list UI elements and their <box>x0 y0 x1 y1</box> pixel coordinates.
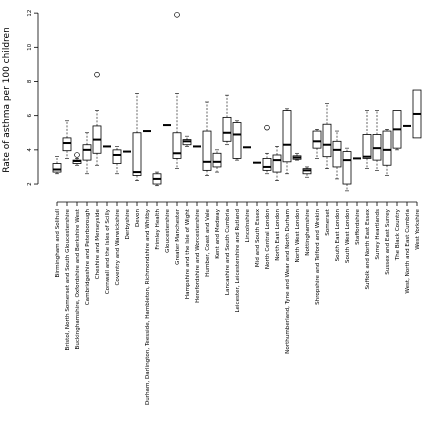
box-group <box>202 101 212 176</box>
box-group <box>372 110 382 171</box>
box-iqr <box>232 122 242 159</box>
box-group <box>282 108 292 175</box>
x-tick-label: Durham, Darlington, Teesside, Hambleton,… <box>145 208 151 405</box>
outlier-point <box>264 124 270 131</box>
x-tick-label: North Central London <box>265 209 271 270</box>
x-tick-label: Kent and Medway <box>215 208 221 258</box>
box-group <box>212 149 222 173</box>
x-tick-label: Lincolnshire <box>245 208 251 242</box>
box-group <box>232 120 242 161</box>
box-group <box>392 110 402 151</box>
box-iqr <box>62 137 72 152</box>
box-group <box>362 110 372 169</box>
x-tick-label: Cambridgeshire and Peterborough <box>85 209 91 306</box>
box-iqr <box>382 130 392 166</box>
x-tick-label: Surrey Heartlands <box>375 209 381 260</box>
boxes-layer <box>52 12 422 192</box>
x-tick-label: North West London <box>295 209 301 263</box>
y-tick-label: 8 <box>27 79 33 83</box>
box-iqr <box>312 130 322 149</box>
box-iqr <box>202 130 212 171</box>
x-tick-label: South East London <box>335 209 341 262</box>
x-tick-label: Suffolk and North East Essex <box>365 208 371 289</box>
box-group <box>322 103 332 169</box>
outlier-point <box>74 152 80 158</box>
x-tick-label: Somerset <box>325 208 331 236</box>
x-tick-label: Gloucestershire <box>165 208 171 252</box>
box-group <box>112 146 122 175</box>
x-tick-label: Cheshire and Merseyside <box>95 208 101 279</box>
box-iqr <box>212 152 222 168</box>
outlier-point <box>94 71 100 78</box>
x-tick-label: Derbyshire <box>125 208 131 239</box>
x-tick-label: Hampshire and the Isle of Wight <box>185 208 191 299</box>
x-tick-label: Buckinghamshire, Oxfordshire and Berkshi… <box>75 208 81 349</box>
box-group <box>272 146 282 181</box>
x-tick-label: Cornwall and the Isles of Scilly <box>105 208 111 294</box>
box-iqr <box>342 151 352 185</box>
box-iqr <box>172 132 182 159</box>
box-group <box>172 12 182 169</box>
box-iqr <box>282 110 292 163</box>
y-tick-label: 2 <box>27 182 33 186</box>
x-tick-label: South West London <box>345 209 351 264</box>
category-labels: Birmingham and Solihull Bristol, North So… <box>55 208 421 405</box>
box-group <box>382 129 392 176</box>
box-iqr <box>52 163 62 173</box>
y-tick-label: 10 <box>27 43 33 51</box>
x-tick-label: Devon <box>135 209 141 227</box>
x-tick-label: West Yorkshire <box>415 208 421 249</box>
y-tick-label: 4 <box>27 148 33 152</box>
box-group <box>82 132 92 175</box>
box-group <box>222 94 232 146</box>
box-group <box>72 152 82 166</box>
box-group <box>132 93 142 181</box>
box-group <box>62 120 72 159</box>
x-tick-label: Mid and South Essex <box>255 208 261 267</box>
x-tick-label: The Black Country <box>395 208 401 261</box>
box-group <box>332 130 342 180</box>
x-tick-label: Greater Manchester <box>175 208 181 265</box>
x-tick-label: Sussex and East Surrey <box>385 208 391 274</box>
box-iqr <box>262 157 272 171</box>
x-tick-label: Shropshire and Telford and Wrekin <box>315 209 321 305</box>
x-tick-label: Humber, Coast and Vale <box>205 208 211 276</box>
x-tick-label: Staffordshire <box>355 208 361 244</box>
outlier-point <box>174 12 180 18</box>
box-iqr <box>272 154 282 173</box>
x-tick-label: Coventry and Warwickshire <box>115 208 121 285</box>
x-tick-label: Birmingham and Solihull <box>55 209 61 278</box>
box-iqr <box>222 116 232 142</box>
x-tick-label: Herefordshire and Worcestershire <box>195 208 201 302</box>
box-group <box>152 171 162 187</box>
box-iqr <box>82 144 92 161</box>
x-tick-label: Frimley Health <box>155 209 161 250</box>
box-iqr <box>322 123 332 158</box>
box-group <box>342 147 352 192</box>
box-iqr <box>362 134 372 159</box>
box-group <box>92 71 102 166</box>
box-iqr <box>112 149 122 164</box>
box-group <box>52 156 62 175</box>
x-tick-label: Northumberland, Tyne and Wear and North … <box>285 209 291 354</box>
box-group <box>262 124 272 175</box>
box-iqr <box>132 132 142 176</box>
x-tick-label: Lancashire and South Cumbria <box>225 209 231 295</box>
y-tick-label: 12 <box>27 10 33 17</box>
x-tick-label: West, North and East Cumbria <box>405 209 411 294</box>
y-axis-title: Rate of asthma per 100 children <box>2 27 12 173</box>
box-group <box>182 135 192 147</box>
x-tick-label: Nottinghamshire <box>305 208 311 255</box>
x-tick-label: North East London <box>275 209 281 261</box>
axis-layer: 2 4 6 8 10 12 <box>27 10 418 206</box>
y-tick-label: 6 <box>27 113 33 117</box>
x-tick-label: Bristol, North Somerset and South Glouce… <box>65 208 71 350</box>
box-group <box>412 89 422 139</box>
box-group <box>312 129 322 159</box>
box-iqr <box>332 140 342 168</box>
x-tick-label: Leicester, Leicestershire and Rutland <box>235 209 241 313</box>
box-group <box>292 152 302 161</box>
box-group <box>302 166 312 178</box>
